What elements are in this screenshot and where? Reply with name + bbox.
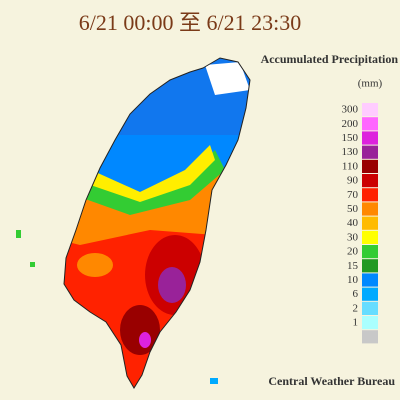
legend-label: 150	[342, 132, 359, 144]
legend-swatch	[362, 117, 378, 131]
legend-label: 300	[342, 104, 359, 116]
legend-swatch	[362, 245, 378, 259]
legend-swatch	[362, 103, 378, 117]
legend-swatch	[362, 159, 378, 173]
island	[30, 262, 35, 267]
coastline	[63, 57, 251, 389]
legend-label: 200	[342, 118, 359, 130]
legend-label: 6	[353, 288, 359, 300]
legend-label: 30	[347, 231, 359, 243]
legend-swatch	[362, 174, 378, 188]
legend-label: 40	[347, 217, 359, 229]
legend-swatch	[362, 188, 378, 202]
legend-swatch	[362, 145, 378, 159]
legend-label: 20	[347, 246, 359, 258]
legend-swatch	[362, 230, 378, 244]
legend: 300 200 150 130 110 90 70 50 40 30 20 15 10 6 2 1	[342, 103, 378, 344]
legend-label: 50	[347, 203, 359, 215]
map-title: 6/21 00:00 至 6/21 23:30	[79, 10, 301, 35]
legend-label: 70	[347, 189, 359, 201]
legend-label: 2	[353, 302, 359, 314]
legend-swatch	[362, 273, 378, 287]
legend-swatch	[362, 316, 378, 330]
credit: Central Weather Bureau	[268, 374, 395, 388]
legend-label: 90	[347, 175, 359, 187]
island	[210, 378, 218, 384]
legend-swatch	[362, 259, 378, 273]
legend-label: 110	[342, 160, 359, 172]
legend-swatch	[362, 287, 378, 301]
legend-swatch	[362, 202, 378, 216]
legend-title: Accumulated Precipitation	[261, 52, 399, 66]
legend-label: 15	[347, 260, 359, 272]
legend-label: 10	[347, 274, 359, 286]
legend-swatch	[362, 330, 378, 344]
island	[16, 230, 21, 238]
legend-unit: (mm)	[358, 78, 383, 90]
legend-swatch	[362, 131, 378, 145]
legend-label: 130	[342, 146, 359, 158]
legend-swatch	[362, 301, 378, 315]
legend-label: 1	[353, 317, 359, 329]
legend-swatch	[362, 216, 378, 230]
